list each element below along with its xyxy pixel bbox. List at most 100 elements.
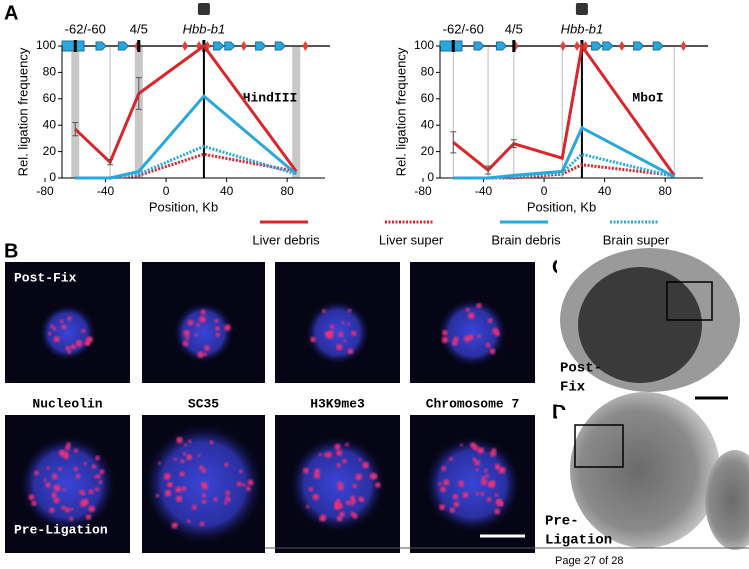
inset-box <box>574 424 624 468</box>
chart-title: MboI <box>632 90 663 105</box>
legend-label: Liver debris <box>252 232 320 247</box>
signal <box>343 339 347 343</box>
signal <box>179 471 185 477</box>
signal <box>184 443 188 447</box>
signal <box>53 497 60 504</box>
series-line <box>453 152 675 180</box>
signal <box>67 350 72 354</box>
signal <box>70 507 74 511</box>
y-tick-label: 20 <box>421 144 435 158</box>
y-tick-label: 60 <box>43 91 57 105</box>
signal <box>306 504 310 509</box>
error-bar <box>450 131 457 154</box>
error-bar <box>510 139 517 149</box>
highlight-band <box>134 46 143 178</box>
panel-label: B <box>4 240 18 262</box>
signal <box>98 480 103 484</box>
signal <box>443 479 450 486</box>
signal <box>61 324 67 330</box>
signal <box>318 452 322 456</box>
signal <box>187 319 194 326</box>
signal <box>439 504 446 511</box>
signal <box>81 491 86 496</box>
x-tick-label: 0 <box>163 184 170 198</box>
signal <box>28 494 35 501</box>
signal <box>475 468 479 472</box>
signal <box>480 478 488 486</box>
y-tick-label: 40 <box>43 117 57 131</box>
signal <box>241 483 246 487</box>
column-label: H3K9me3 <box>310 396 365 411</box>
signal <box>477 447 485 454</box>
nucleus <box>305 300 370 365</box>
error-bar <box>135 77 142 110</box>
gene <box>302 41 309 51</box>
signal <box>338 331 344 338</box>
x-tick-label: -40 <box>97 184 115 198</box>
signal <box>359 498 364 502</box>
signal <box>88 505 95 513</box>
y-tick-label: 0 <box>49 170 56 184</box>
signal <box>223 501 228 505</box>
charts: -62/-60 4/5 Hbb-b1 0 20 40 60 80 100 -80 -40 0 40 80 P… <box>15 3 708 214</box>
signal <box>452 339 458 346</box>
signal <box>53 484 61 492</box>
y-tick-label: 40 <box>421 117 435 131</box>
signal <box>485 342 491 348</box>
footer: Page 27 of 28 <box>555 555 624 567</box>
signal <box>85 514 92 520</box>
signal <box>67 316 72 321</box>
gene <box>680 41 687 51</box>
signal <box>74 448 79 453</box>
signal <box>69 516 74 522</box>
signal <box>341 321 345 325</box>
highlight-band <box>292 46 301 178</box>
signal <box>163 473 171 480</box>
signal <box>34 470 39 476</box>
signal <box>94 487 99 492</box>
gene <box>61 40 85 52</box>
signal <box>182 340 189 347</box>
signal <box>164 489 172 497</box>
signal <box>181 486 187 492</box>
signal <box>51 492 57 499</box>
signal <box>191 504 197 510</box>
image-label: Fix <box>560 380 586 396</box>
signal <box>171 522 178 529</box>
signal <box>480 491 485 496</box>
signal <box>180 459 185 464</box>
signal <box>459 443 463 447</box>
signal <box>472 444 479 451</box>
signal <box>236 481 242 487</box>
gene <box>182 41 188 51</box>
signal <box>442 329 448 336</box>
signal <box>155 493 160 498</box>
gene <box>473 41 485 51</box>
signal <box>314 468 321 474</box>
signal <box>339 511 345 518</box>
signal <box>186 454 193 461</box>
gene <box>618 41 625 51</box>
annotation: -62/-60 <box>443 21 484 36</box>
signal <box>477 334 481 339</box>
signal <box>313 472 321 479</box>
signal <box>62 488 66 492</box>
signal <box>215 332 221 337</box>
signal <box>336 463 341 468</box>
signal <box>176 495 183 503</box>
gene <box>117 41 130 51</box>
signal <box>215 326 220 331</box>
signal <box>198 465 204 471</box>
series-line <box>452 42 676 177</box>
signal <box>337 481 342 486</box>
cell <box>570 392 720 548</box>
signal <box>308 486 314 492</box>
signal <box>81 329 86 334</box>
gene <box>213 41 225 51</box>
x-axis-label: Position, Kb <box>149 199 218 214</box>
signal <box>59 319 64 324</box>
signal <box>487 318 493 324</box>
y-tick-label: 80 <box>43 65 57 79</box>
